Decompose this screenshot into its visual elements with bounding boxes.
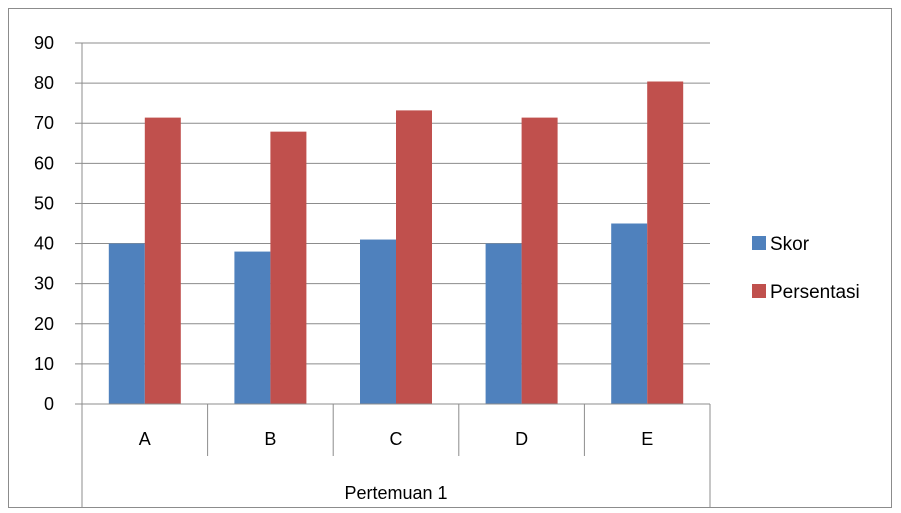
y-tick-label: 60 [34,153,54,173]
y-tick-label: 30 [34,274,54,294]
legend: Skor Persentasi [752,234,860,303]
bar-persentasi-c [396,110,432,405]
bar-skor-a [108,243,145,404]
bar-skor-b [234,251,271,404]
legend-swatch [752,284,766,298]
category-label: A [139,429,151,449]
legend-swatch [752,236,766,250]
legend-label: Skor [770,234,810,255]
y-tick-label: 0 [44,394,54,414]
axes [75,42,711,508]
bar-persentasi-e [647,81,684,405]
y-tick-label: 20 [34,314,54,334]
legend-label: Persentasi [770,282,860,303]
y-tick-label: 40 [34,234,54,254]
bar-skor-e [611,223,648,404]
y-tick-labels: 0 10 20 30 40 50 60 70 80 90 [34,33,54,414]
y-tick-label: 50 [34,193,54,213]
bar-persentasi-a [144,117,181,405]
y-tick-label: 70 [34,113,54,133]
y-tick-label: 90 [34,33,54,53]
category-label: C [390,429,403,449]
y-tick-label: 80 [34,73,54,93]
y-tick-label: 10 [34,354,54,374]
bar-skor-d [485,243,522,404]
category-label: D [515,429,528,449]
category-labels: A B C D E [139,429,653,449]
category-label: E [641,429,653,449]
category-label: B [264,429,276,449]
bars [108,81,684,405]
bar-persentasi-d [521,117,558,405]
bar-persentasi-b [270,131,307,404]
group-label: Pertemuan 1 [344,483,447,503]
bar-skor-c [360,239,396,404]
